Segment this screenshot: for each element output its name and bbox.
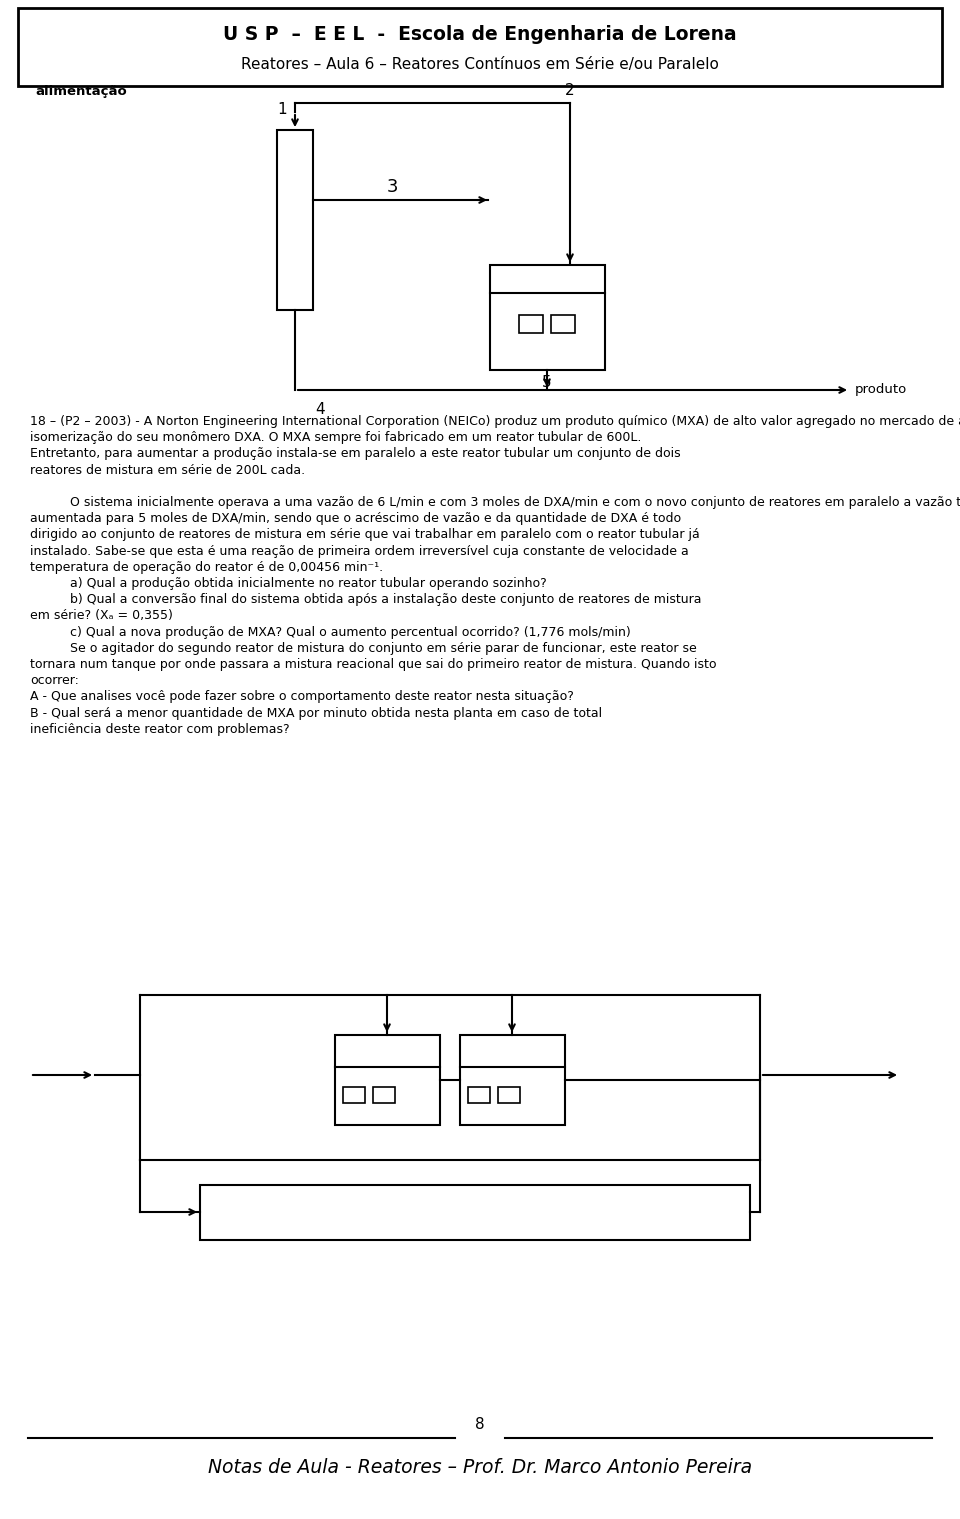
Text: a) Qual a produção obtida inicialmente no reator tubular operando sozinho?: a) Qual a produção obtida inicialmente n…: [70, 577, 547, 589]
Text: 18 – (P2 – 2003) - A Norton Engineering International Corporation (NEICo) produz: 18 – (P2 – 2003) - A Norton Engineering …: [30, 415, 960, 428]
Text: isomerização do seu monômero DXA. O MXA sempre foi fabricado em um reator tubula: isomerização do seu monômero DXA. O MXA …: [30, 431, 641, 444]
Text: dirigido ao conjunto de reatores de mistura em série que vai trabalhar em parale: dirigido ao conjunto de reatores de mist…: [30, 529, 700, 541]
Text: B - Qual será a menor quantidade de MXA por minuto obtida nesta planta em caso d: B - Qual será a menor quantidade de MXA …: [30, 706, 602, 720]
Bar: [18, 8, 942, 87]
Bar: [460, 1034, 565, 1126]
Text: em série? (Xₐ = 0,355): em série? (Xₐ = 0,355): [30, 609, 173, 623]
Bar: [373, 1088, 395, 1103]
Bar: [200, 1185, 750, 1240]
Text: reatores de mistura em série de 200L cada.: reatores de mistura em série de 200L cad…: [30, 463, 305, 477]
Text: 3: 3: [387, 179, 398, 196]
Text: c) Qual a nova produção de MXA? Qual o aumento percentual ocorrido? (1,776 mols/: c) Qual a nova produção de MXA? Qual o a…: [70, 626, 631, 638]
Text: Entretanto, para aumentar a produção instala-se em paralelo a este reator tubula: Entretanto, para aumentar a produção ins…: [30, 448, 681, 460]
Bar: [343, 1088, 365, 1103]
Text: 1: 1: [277, 102, 287, 117]
Bar: [551, 314, 575, 333]
Text: produto: produto: [855, 383, 907, 396]
Text: b) Qual a conversão final do sistema obtida após a instalação deste conjunto de : b) Qual a conversão final do sistema obt…: [70, 594, 702, 606]
Text: O sistema inicialmente operava a uma vazão de 6 L/min e com 3 moles de DXA/min e: O sistema inicialmente operava a uma vaz…: [70, 497, 960, 509]
Text: tornara num tanque por onde passara a mistura reacional que sai do primeiro reat: tornara num tanque por onde passara a mi…: [30, 658, 716, 671]
Bar: [277, 131, 313, 310]
Text: ocorrer:: ocorrer:: [30, 674, 79, 687]
Bar: [335, 1034, 440, 1126]
Text: ineficiência deste reator com problemas?: ineficiência deste reator com problemas?: [30, 723, 290, 735]
Text: 2: 2: [565, 84, 575, 99]
Text: U S P  –  E E L  -  Escola de Engenharia de Lorena: U S P – E E L - Escola de Engenharia de …: [223, 24, 737, 44]
Text: Notas de Aula - Reatores – Prof. Dr. Marco Antonio Pereira: Notas de Aula - Reatores – Prof. Dr. Mar…: [208, 1458, 752, 1476]
Text: A - Que analises você pode fazer sobre o comportamento deste reator nesta situaç: A - Que analises você pode fazer sobre o…: [30, 691, 574, 703]
Text: 4: 4: [315, 403, 324, 418]
Text: alimentação: alimentação: [35, 85, 127, 99]
Text: aumentada para 5 moles de DXA/min, sendo que o acréscimo de vazão e da quantidad: aumentada para 5 moles de DXA/min, sendo…: [30, 512, 682, 526]
Bar: [468, 1088, 490, 1103]
Text: 8: 8: [475, 1417, 485, 1432]
Bar: [519, 314, 543, 333]
Text: temperatura de operação do reator é de 0,00456 min⁻¹.: temperatura de operação do reator é de 0…: [30, 561, 383, 574]
Text: Reatores – Aula 6 – Reatores Contínuos em Série e/ou Paralelo: Reatores – Aula 6 – Reatores Contínuos e…: [241, 58, 719, 73]
Text: 5: 5: [542, 375, 552, 390]
Bar: [498, 1088, 520, 1103]
Text: instalado. Sabe-se que esta é uma reação de primeira ordem irreversível cuja con: instalado. Sabe-se que esta é uma reação…: [30, 545, 688, 557]
Bar: [490, 264, 605, 371]
Text: Se o agitador do segundo reator de mistura do conjunto em série parar de funcion: Se o agitador do segundo reator de mistu…: [70, 643, 697, 655]
